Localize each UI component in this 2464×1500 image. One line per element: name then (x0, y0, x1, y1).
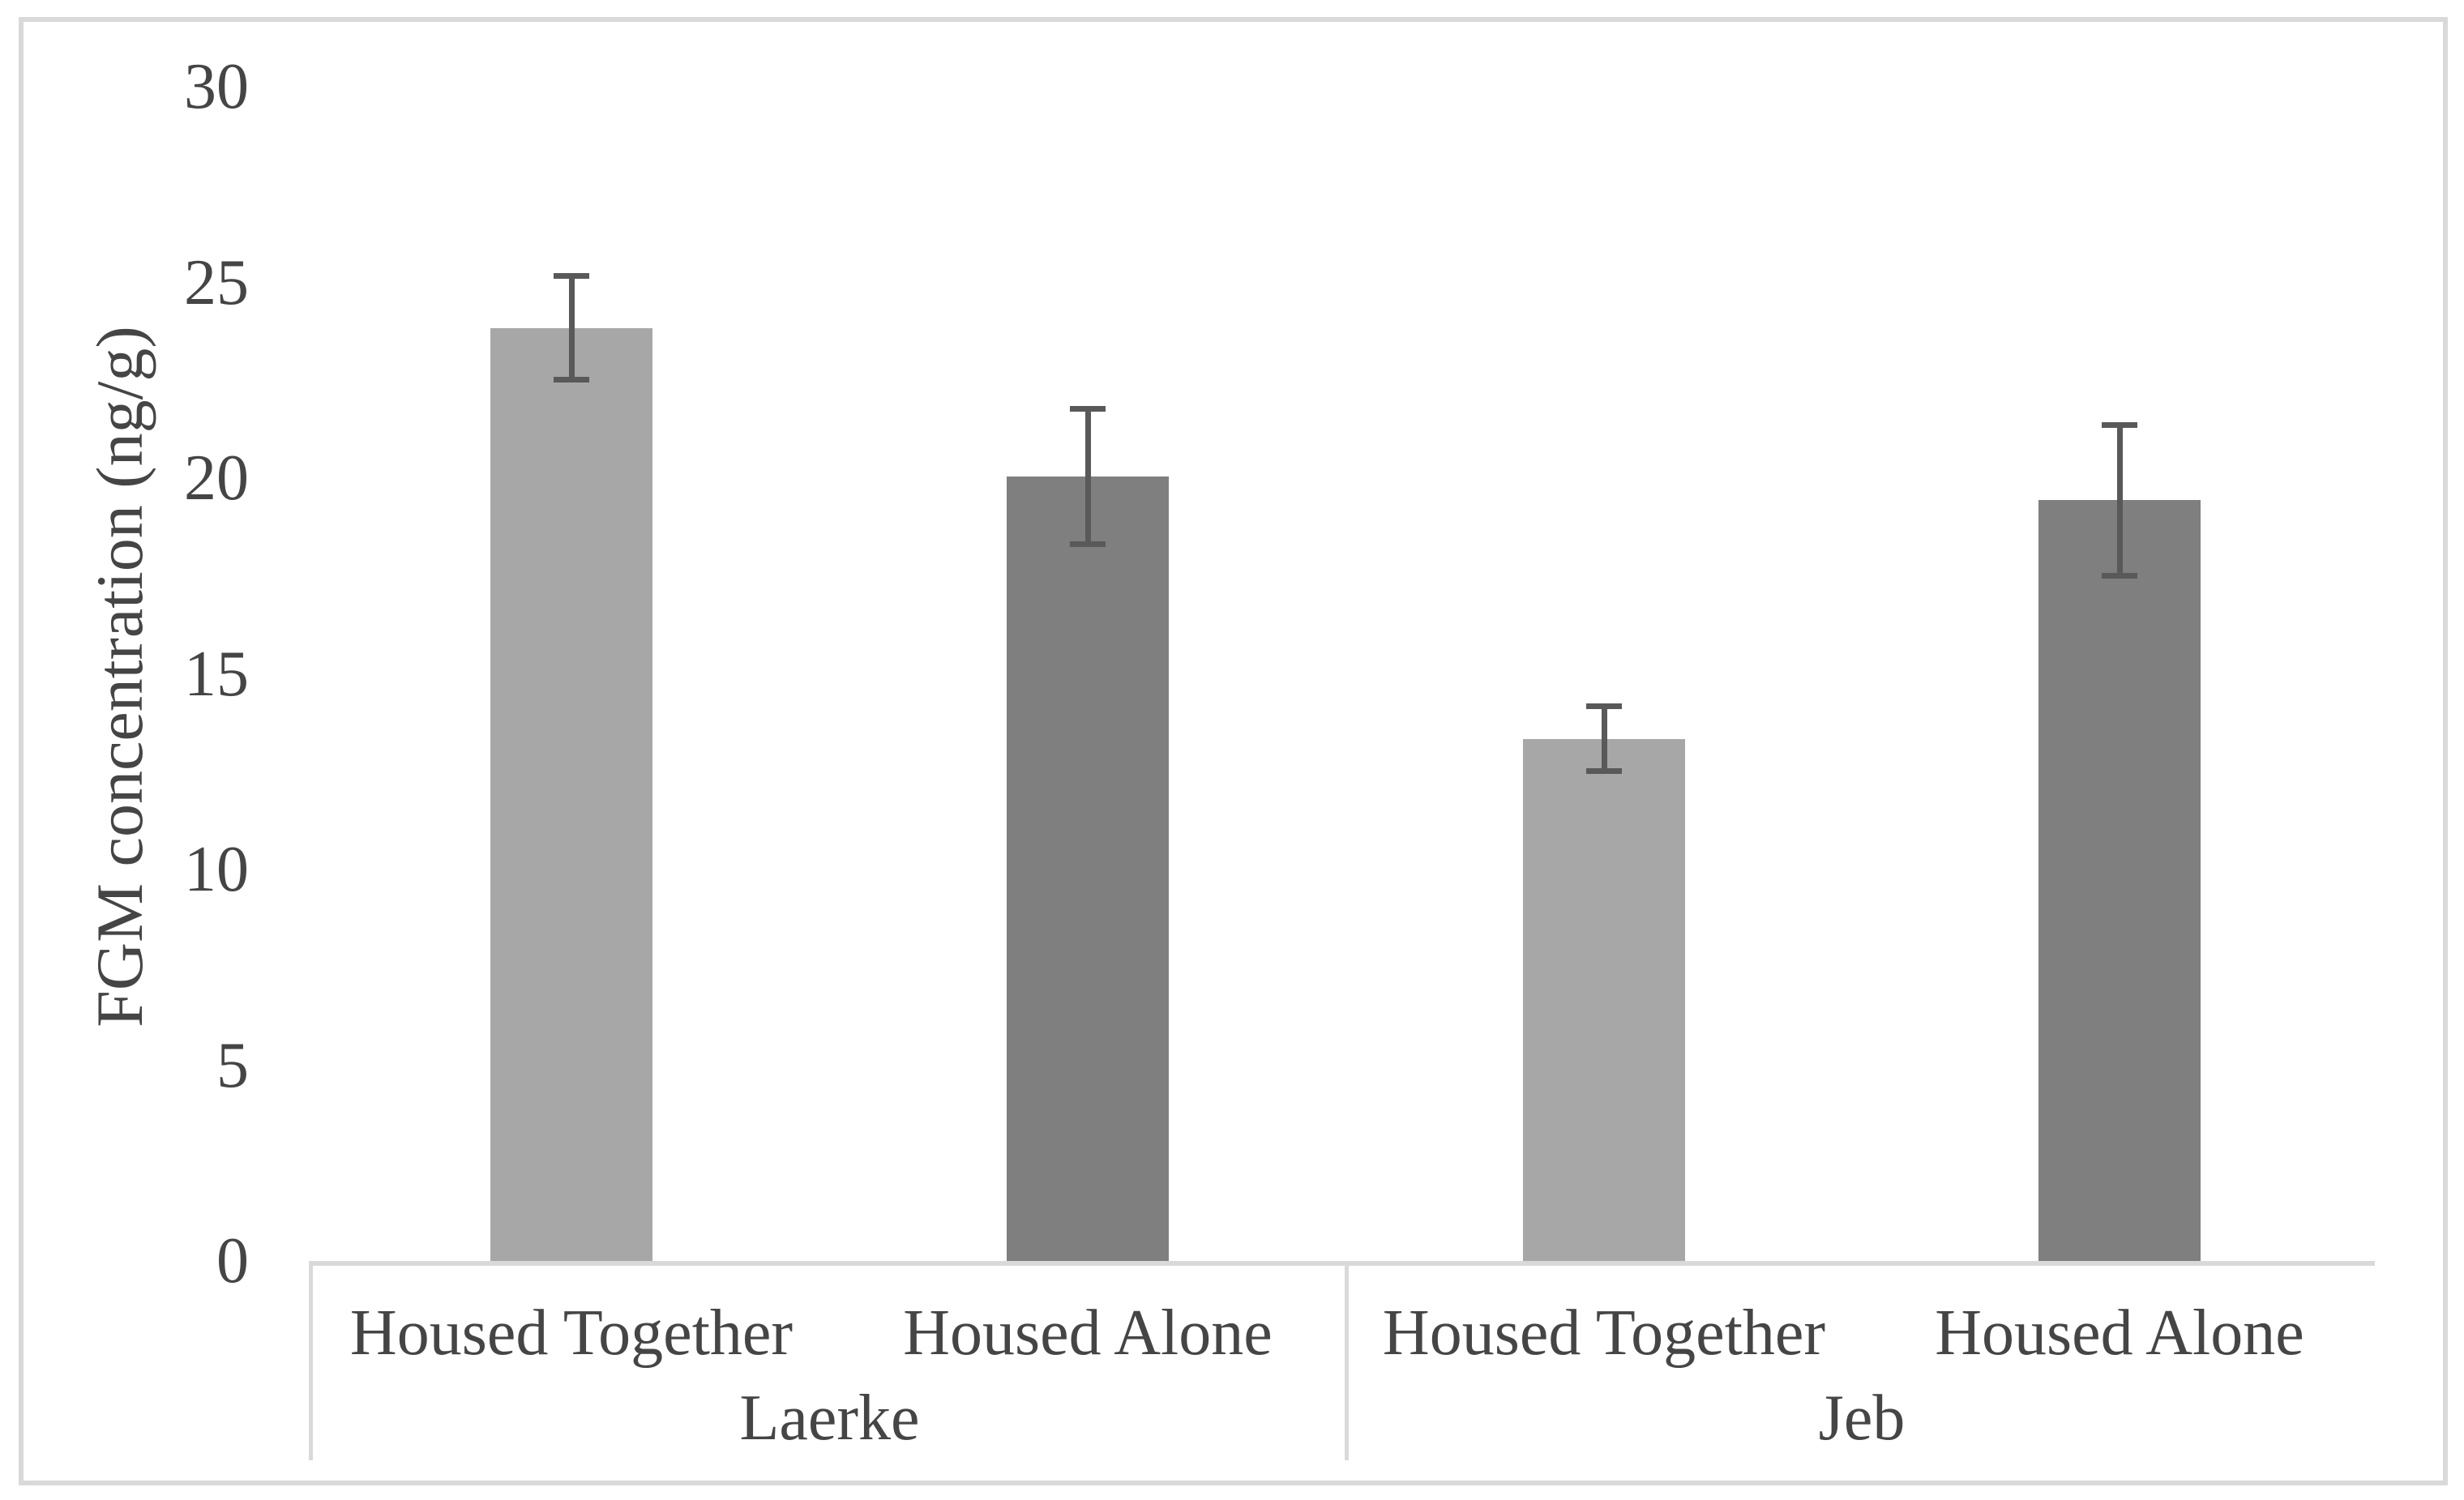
bar-laerke-housed-together (490, 328, 652, 1261)
error-bar-cap-bottom (554, 377, 589, 382)
error-bar-cap-bottom (1070, 541, 1106, 547)
y-axis-tick-label-5: 5 (216, 1029, 249, 1101)
error-bar-cap-top (1070, 406, 1106, 412)
y-axis-tick-label-30: 30 (184, 50, 249, 122)
error-bar-line (1601, 703, 1607, 774)
bar-jeb-housed-together (1523, 739, 1685, 1261)
error-bar-line (568, 273, 575, 382)
error-bar-jeb-housed-together (1586, 703, 1622, 774)
error-bar-cap-top (554, 273, 589, 279)
chart-outer-border (19, 17, 2448, 1485)
y-axis-tick-label-15: 15 (184, 638, 249, 710)
y-axis-tick-label-0: 0 (216, 1224, 249, 1297)
x-axis-condition-label-jeb-housed-alone: Housed Alone (1935, 1297, 2304, 1369)
error-bar-cap-top (1586, 703, 1622, 709)
category-axis-divider (1344, 1261, 1349, 1460)
x-axis-condition-label-laerke-housed-together: Housed Together (349, 1297, 794, 1369)
error-bar-jeb-housed-alone (2102, 422, 2137, 579)
error-bar-cap-bottom (2102, 573, 2137, 579)
x-axis-baseline (310, 1261, 2375, 1266)
y-axis-tick-label-20: 20 (184, 442, 249, 514)
group-label-laerke: Laerke (739, 1382, 920, 1454)
bar-jeb-housed-alone (2038, 500, 2201, 1261)
error-bar-laerke-housed-alone (1070, 406, 1106, 547)
error-bar-line (2116, 422, 2123, 579)
bar-laerke-housed-alone (1007, 476, 1169, 1261)
category-axis-divider (309, 1261, 313, 1460)
error-bar-cap-top (2102, 422, 2137, 428)
y-axis-tick-label-10: 10 (184, 833, 249, 905)
group-label-jeb: Jeb (1818, 1382, 1906, 1454)
error-bar-laerke-housed-together (554, 273, 589, 382)
error-bar-line (1084, 406, 1091, 547)
error-bar-cap-bottom (1586, 768, 1622, 774)
x-axis-condition-label-jeb-housed-together: Housed Together (1382, 1297, 1826, 1369)
x-axis-condition-label-laerke-housed-alone: Housed Alone (903, 1297, 1273, 1369)
y-axis-tick-label-25: 25 (184, 246, 249, 318)
